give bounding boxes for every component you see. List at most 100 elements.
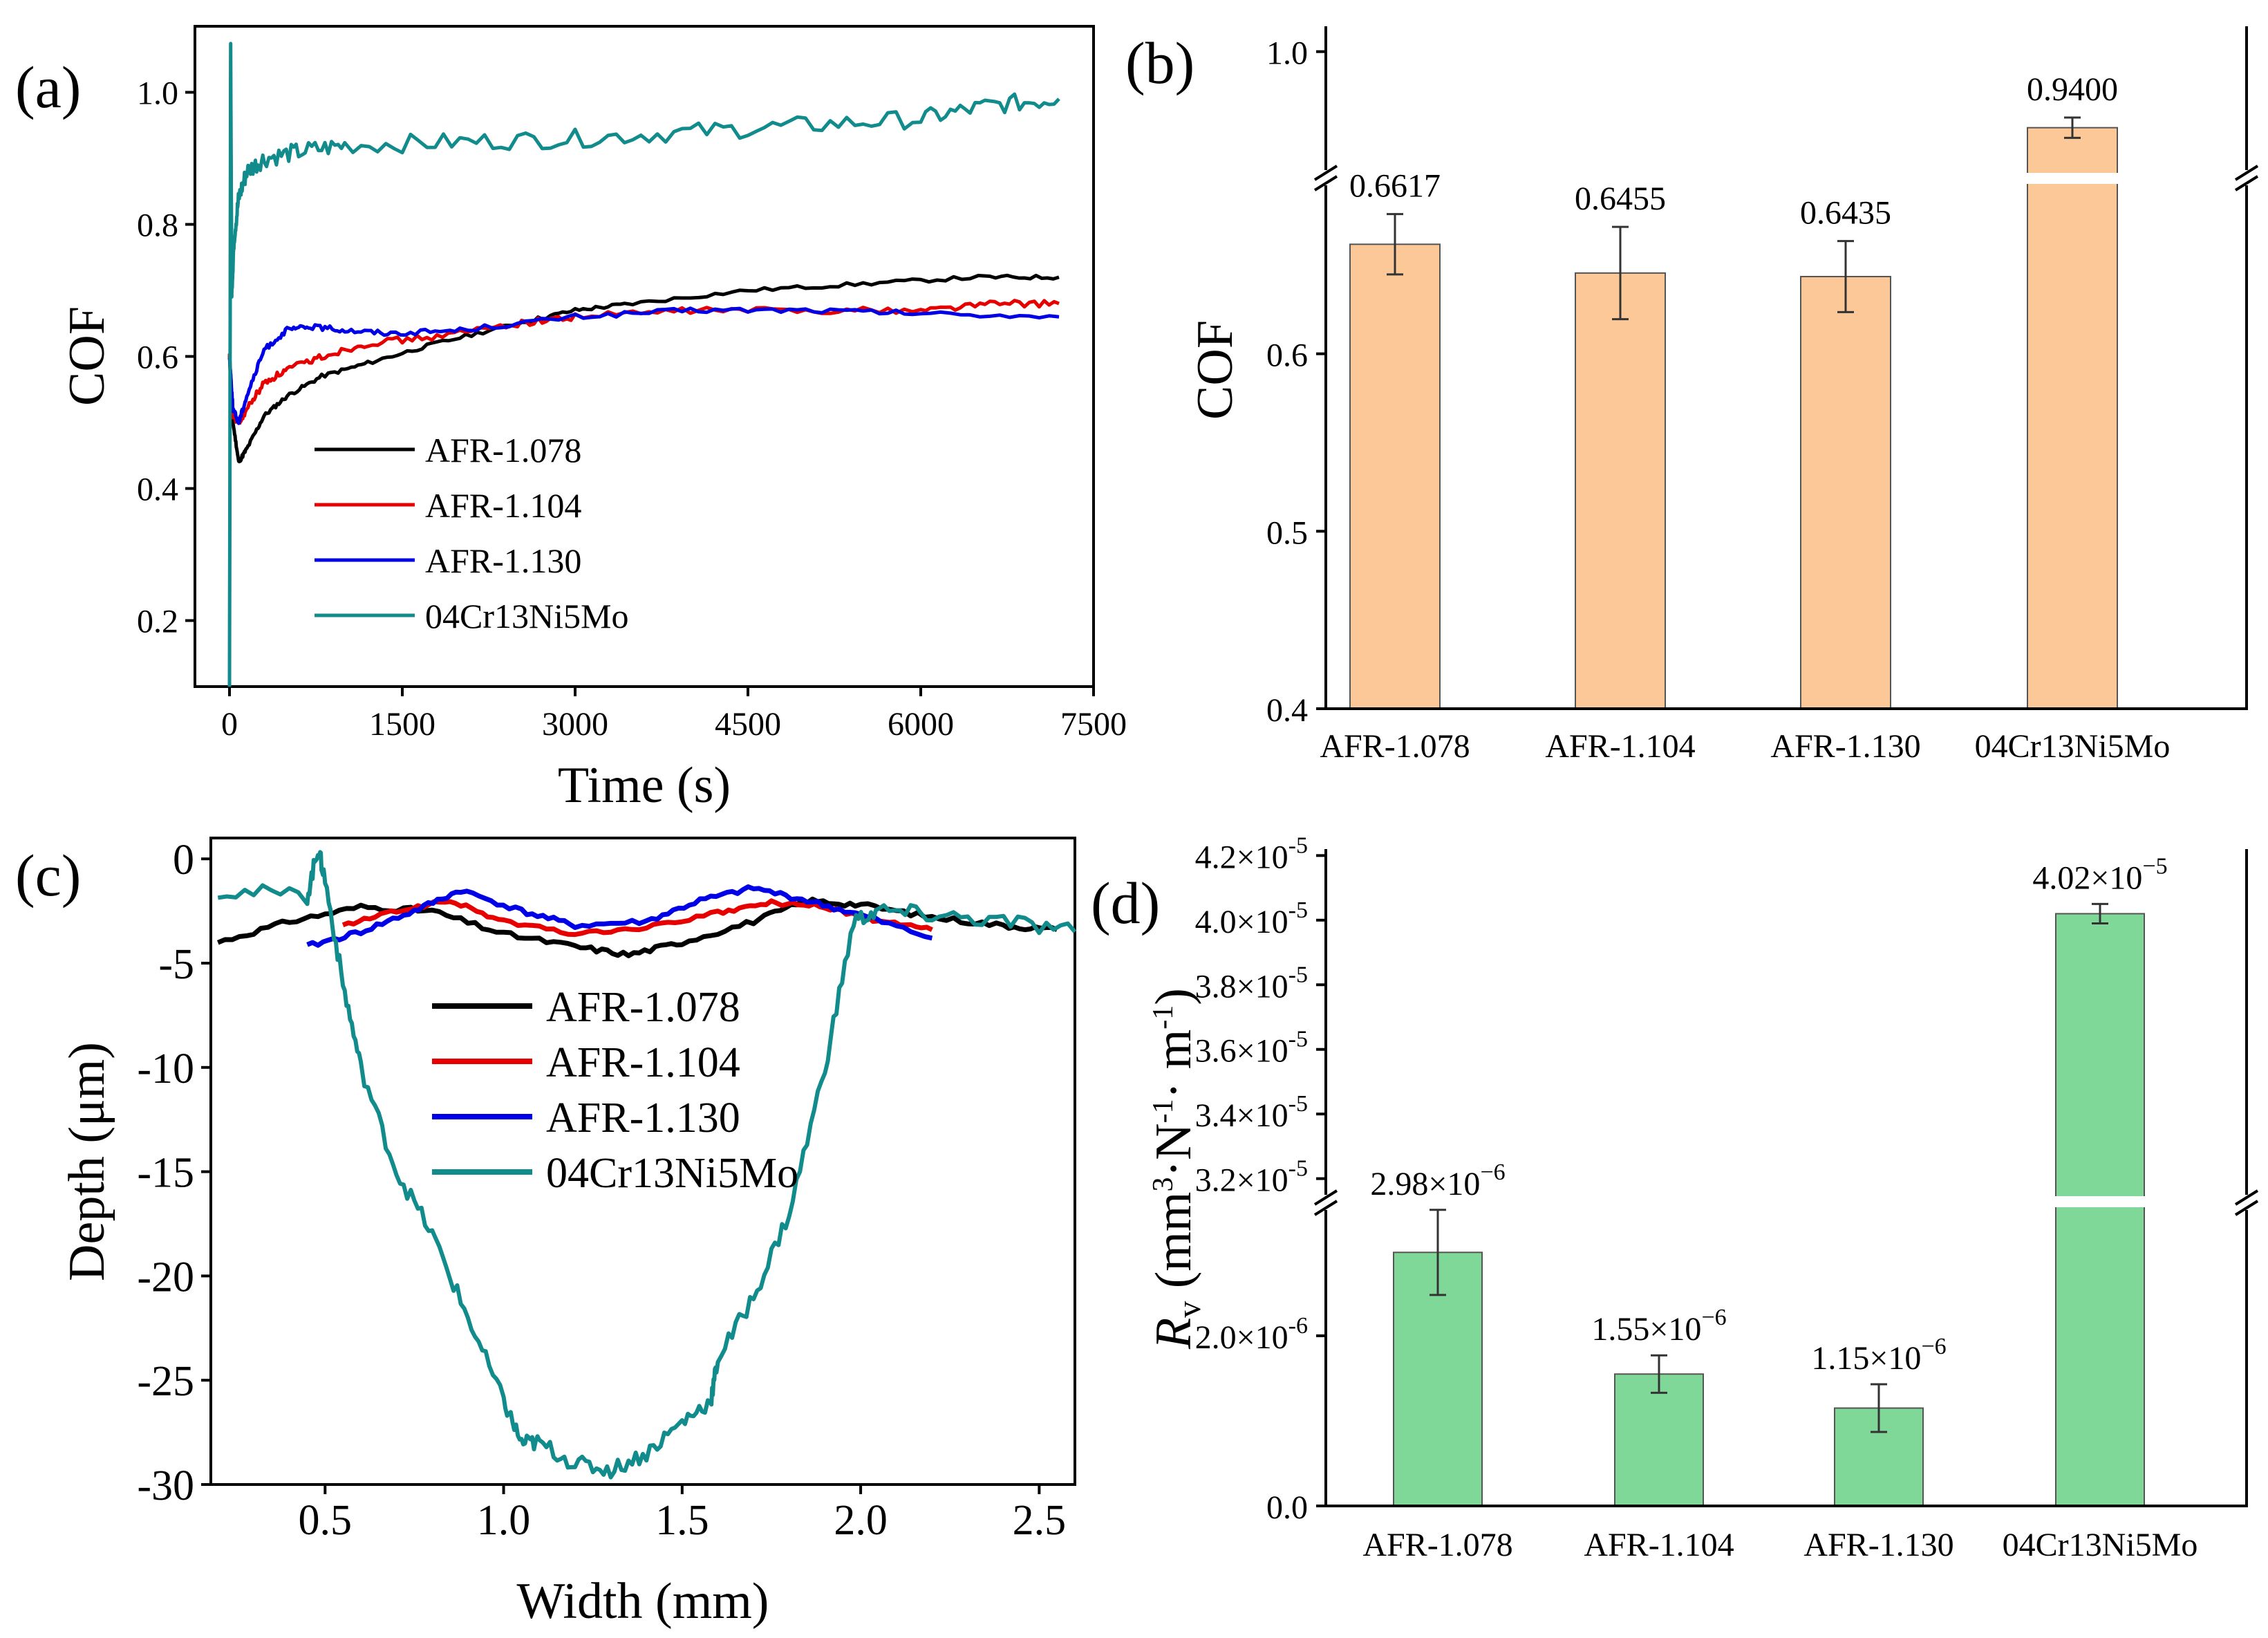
x-category-label: 04Cr13Ni5Mo: [2003, 1527, 2198, 1563]
panel-a-x-ticks: 0 1500 3000 4500 6000 7500: [221, 687, 1127, 743]
x-category-label: 04Cr13Ni5Mo: [1975, 728, 2171, 765]
y-tick-label: 1.0: [1266, 35, 1308, 72]
panel-a-y-ticks: 0.2 0.4 0.6 0.8 1.0: [137, 75, 195, 640]
panel-a-y-axis-label: COF: [59, 306, 115, 406]
panel-c-y-ticks: 0 -5 -10 -15 -20 -25 -30: [137, 837, 211, 1509]
panel-b-y-axis-label: COF: [1187, 320, 1244, 420]
bar-04cr13ni5mo: [2055, 913, 2145, 1507]
y-tick-label: 0.4: [137, 472, 178, 508]
x-category-label: AFR-1.104: [1584, 1527, 1734, 1563]
y-tick-label: 3.6×10-5: [1195, 1027, 1308, 1070]
bar-value-label: 0.9400: [2027, 71, 2118, 108]
y-tick-label: 3.8×10-5: [1195, 962, 1308, 1005]
y-tick-label: 0.4: [1266, 692, 1308, 729]
legend-label: AFR-1.104: [546, 1039, 740, 1086]
y-tick-label: -30: [137, 1462, 194, 1509]
panel-d-plot: 2.98×10−6 AFR-1.078 1.55×10−6 AFR-1.104 1.15…: [1195, 832, 2259, 1563]
y-tick-label: 0.0: [1266, 1489, 1308, 1526]
x-category-label: AFR-1.130: [1803, 1527, 1953, 1563]
break-mark: [2234, 1189, 2259, 1206]
panel-c-label: (c): [15, 842, 81, 909]
panel-c-series: [216, 850, 1077, 1480]
y-tick-label: 2.0×10-6: [1195, 1313, 1308, 1356]
break-mark: [1313, 175, 1338, 192]
bar-value-label: 0.6435: [1800, 195, 1891, 232]
legend-label: AFR-1.130: [425, 541, 581, 580]
x-category-label: AFR-1.104: [1545, 728, 1695, 765]
legend-label: AFR-1.104: [425, 486, 581, 525]
panel-c-x-axis-label: Width (mm): [517, 1573, 769, 1630]
panel-c-y-axis-label: Depth (μm): [59, 1042, 115, 1281]
panel-a-series: [227, 41, 1060, 687]
y-tick-label: 3.2×10-5: [1195, 1156, 1308, 1199]
x-category-label: AFR-1.078: [1320, 728, 1470, 765]
x-tick-label: 6000: [888, 706, 954, 743]
panel-a-x-axis-label: Time (s): [558, 757, 731, 814]
break-mark: [1313, 1189, 1338, 1206]
bar-value-label: 4.02×10−5: [2032, 853, 2167, 896]
panel-b-cof-bars: (b) COF 0.6617AFR-1.0780.6455AFR-1.1040.…: [1125, 26, 2259, 765]
bar-afr-1.130: [1800, 276, 1891, 709]
legend-label: AFR-1.078: [425, 431, 581, 469]
x-tick-label: 0.5: [299, 1497, 353, 1544]
x-tick-label: 1.0: [477, 1497, 531, 1544]
legend-label: 04Cr13Ni5Mo: [546, 1150, 798, 1197]
x-tick-label: 3000: [542, 706, 608, 743]
y-tick-label: 3.4×10-5: [1195, 1091, 1308, 1134]
y-tick-label: 4.2×10-5: [1195, 832, 1308, 875]
panel-a-legend: AFR-1.078 AFR-1.104 AFR-1.130 04Cr13Ni5Mo: [315, 431, 628, 635]
axes-lower: [1324, 185, 2248, 710]
x-tick-label: 2.5: [1013, 1497, 1067, 1544]
bar-value-label: 2.98×10−6: [1370, 1160, 1505, 1202]
y-tick-label: -15: [137, 1150, 194, 1197]
x-category-label: AFR-1.130: [1770, 728, 1920, 765]
legend-label: AFR-1.130: [546, 1095, 740, 1142]
panel-d-y-axis-label: Rv (mm3·N-1· m-1): [1145, 988, 1208, 1350]
panel-b-plot: 0.6617 AFR-1.078 0.6455 AFR-1.104 0.6435 AFR-…: [1266, 26, 2259, 765]
series-line-04cr13ni5mo: [227, 41, 1060, 687]
y-tick-label: -10: [137, 1045, 194, 1092]
bar-value-label: 1.55×10−6: [1591, 1305, 1726, 1348]
series-line-afr-1.104: [227, 299, 1060, 425]
bar-04cr13ni5mo: [2027, 127, 2118, 709]
bar-afr-1.104: [1614, 1373, 1704, 1507]
axes-lower: [1324, 1210, 2248, 1507]
y-tick-label: 0.6: [1266, 337, 1308, 374]
x-tick-label: 4500: [715, 706, 781, 743]
panel-a-cof-time: (a) 0 1500 3000 4500 6000 7500 0.2 0.4 0.6 0.8 1.…: [15, 25, 1127, 814]
panel-b-label: (b): [1125, 30, 1194, 96]
y-tick-label: 4.0×10-5: [1195, 897, 1308, 940]
bar-afr-1.104: [1575, 272, 1666, 709]
y-tick-label: -20: [137, 1254, 194, 1301]
x-tick-label: 1500: [369, 706, 435, 743]
break-mark: [1313, 1200, 1338, 1216]
y-tick-label: 0: [173, 837, 194, 884]
y-tick-label: 1.0: [137, 75, 178, 112]
break-mark: [2234, 165, 2259, 181]
panel-c-x-ticks: 0.5 1.0 1.5 2.0 2.5: [299, 1485, 1067, 1544]
y-tick-label: -25: [137, 1358, 194, 1405]
bar-value-label: 1.15×10−6: [1811, 1334, 1946, 1377]
axis-break-gap: [2018, 173, 2129, 184]
legend-label: 04Cr13Ni5Mo: [425, 597, 628, 635]
x-tick-label: 0: [221, 706, 238, 743]
bar-value-label: 0.6617: [1349, 168, 1441, 205]
y-tick-label: 0.2: [137, 604, 178, 640]
y-tick-label: 0.5: [1266, 514, 1308, 551]
x-tick-label: 7500: [1060, 706, 1127, 743]
legend-label: AFR-1.078: [546, 984, 740, 1031]
panel-c-depth-profile: (c) 0.5 1.0 1.5 2.0 2.5 0 -5 -10 -15 -20 -25 -30 W…: [15, 837, 1077, 1630]
series-line-afr-1.078: [227, 273, 1060, 464]
panel-c-legend: AFR-1.078 AFR-1.104 AFR-1.130 04Cr13Ni5Mo: [432, 984, 798, 1197]
y-tick-label: 0.8: [137, 207, 178, 244]
panel-d-label: (d): [1091, 870, 1160, 936]
x-tick-label: 2.0: [834, 1497, 888, 1544]
x-tick-label: 1.5: [655, 1497, 709, 1544]
x-category-label: AFR-1.078: [1362, 1527, 1512, 1563]
y-tick-label: -5: [158, 941, 194, 988]
bar-afr-1.078: [1349, 243, 1441, 709]
panel-c-frame: [209, 837, 1076, 1486]
series-line-04cr13ni5mo: [217, 850, 1077, 1480]
series-line-afr-1.130: [306, 884, 933, 948]
